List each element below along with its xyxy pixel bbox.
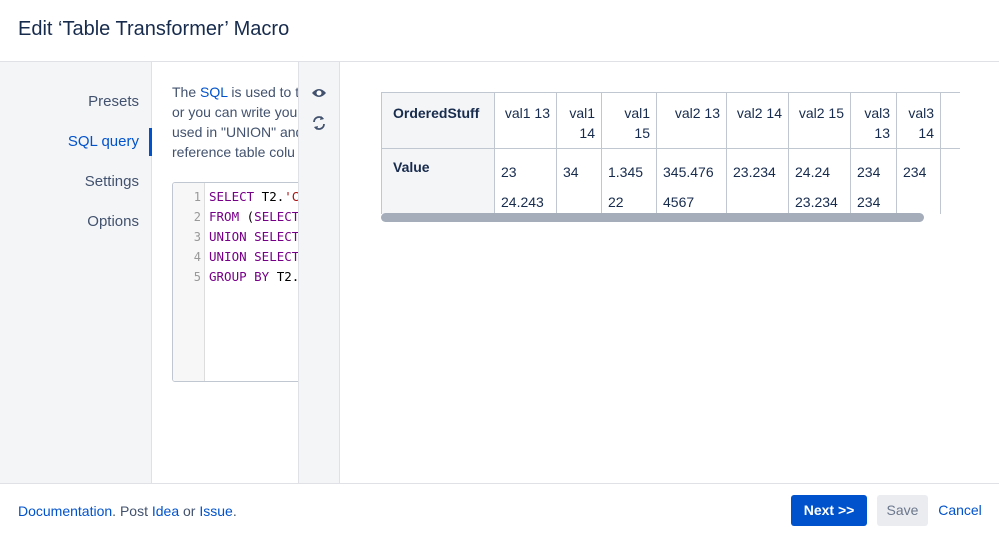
table-cell: 345.476 4567: [656, 148, 727, 214]
cell-value: 234: [857, 164, 881, 180]
refresh-icon[interactable]: [311, 115, 327, 131]
gutter: 1 2 3 4 5: [173, 183, 205, 381]
cell-value: 4567: [663, 194, 695, 210]
cell-value: 23: [501, 164, 517, 180]
code-line: FROM (SELECT: [209, 209, 298, 224]
column-header: val3 13: [850, 92, 897, 149]
cell-value: 234: [857, 194, 881, 210]
cell-value: 345.476: [663, 164, 714, 180]
table-row: Value 23 24.243 34 1.345 22 345.476 4567 23.234 2…: [381, 148, 960, 214]
dialog-title: Edit ‘Table Transformer’ Macro: [18, 18, 290, 40]
code-token: GROUP BY: [209, 269, 270, 284]
preview-table-wrap: OrderedStuff val1 13 val1 14 val1 15 val2 13…: [381, 92, 960, 214]
nav-item[interactable]: Options: [87, 213, 139, 230]
text: or you can write you: [172, 104, 298, 120]
side-nav: Presets SQL query Settings Options: [0, 62, 152, 483]
row-header: Value: [381, 148, 495, 214]
line-number: 5: [193, 270, 201, 284]
cell-value: 23.234: [733, 164, 776, 180]
line-number: 4: [193, 250, 201, 264]
cell-value: 1.345: [608, 164, 644, 180]
code-line: SELECT T2.'C: [209, 189, 298, 204]
footer-link[interactable]: Idea: [151, 503, 180, 519]
column-header-cut: [940, 92, 960, 149]
cell-value: 24.243: [501, 194, 544, 210]
column-header: val1 15: [601, 92, 657, 149]
description-line: or you can write you: [172, 104, 297, 120]
table-cell: 23 24.243: [494, 148, 557, 214]
text: reference table colu: [172, 144, 295, 160]
divider: [0, 483, 999, 484]
table-cell: 34: [556, 148, 602, 214]
cell-value: 22: [608, 194, 624, 210]
nav-item[interactable]: SQL query: [67, 133, 139, 150]
nav-item[interactable]: Settings: [84, 173, 139, 190]
code-token: UNION SELECT: [209, 229, 298, 244]
divider: [0, 61, 999, 62]
scrollbar[interactable]: [381, 213, 924, 222]
cell-value: 24.24: [795, 164, 831, 180]
column-header: val1 13: [494, 92, 557, 149]
code-token: T2.: [254, 189, 285, 204]
column-header: OrderedStuff: [381, 92, 495, 149]
code-line: GROUP BY T2.: [209, 269, 298, 284]
description-line: The SQL is used to tr: [172, 84, 298, 100]
code-token: FROM: [209, 209, 240, 224]
table-cell: 23.234: [726, 148, 789, 214]
table-cell-cut: [940, 148, 960, 214]
table-cell: 1.345 22: [601, 148, 657, 214]
description-line: used in "UNION" and: [172, 124, 298, 140]
footer-link[interactable]: Documentation: [18, 503, 113, 519]
code-token: T2.: [269, 269, 298, 284]
description-line: reference table colu: [172, 144, 295, 160]
line-number: 3: [193, 230, 201, 244]
code-token: UNION SELECT: [209, 249, 298, 264]
column-header: val2 15: [788, 92, 851, 149]
table-cell: 234 234: [850, 148, 897, 214]
cell-value: 23.234: [795, 194, 838, 210]
cancel-button[interactable]: Cancel: [938, 502, 982, 518]
column-header: val2 14: [726, 92, 789, 149]
footer-links: Documentation. Post Idea or Issue.: [18, 503, 237, 519]
footer-link[interactable]: Issue: [199, 503, 233, 519]
save-button[interactable]: Save: [877, 495, 928, 526]
column-header: val2 13: [656, 92, 727, 149]
cell-value: 34: [563, 164, 579, 180]
code-token: 'C: [284, 189, 298, 204]
nav-item[interactable]: Presets: [88, 93, 139, 110]
code-token: SELECT: [209, 189, 255, 204]
line-number: 2: [193, 210, 201, 224]
next-button[interactable]: Next >>: [791, 495, 867, 526]
cell-value: 234: [903, 164, 927, 180]
column-header: val1 14: [556, 92, 602, 149]
text: The: [172, 84, 201, 100]
table-cell: 24.24 23.234: [788, 148, 851, 214]
line-number: 1: [193, 190, 201, 204]
text: used in "UNION" and: [172, 124, 298, 140]
code-token: SELECT: [254, 209, 298, 224]
text: . Post: [112, 503, 152, 519]
header-row: OrderedStuff val1 13 val1 14 val1 15 val2 13…: [381, 92, 960, 149]
text: or: [179, 503, 200, 519]
code-token: (: [239, 209, 255, 224]
tool-strip: [298, 62, 340, 483]
preview-icon[interactable]: [311, 86, 327, 100]
code-line: UNION SELECT: [209, 229, 298, 244]
sql-link[interactable]: SQL: [200, 84, 228, 100]
text: .: [232, 503, 237, 519]
table-cell: 234: [896, 148, 941, 214]
preview-table: OrderedStuff val1 13 val1 14 val1 15 val2 13…: [381, 92, 960, 214]
text: is used to tr: [227, 84, 298, 100]
column-header: val3 14: [896, 92, 941, 149]
active-indicator: [149, 128, 152, 156]
code-line: UNION SELECT: [209, 249, 298, 264]
